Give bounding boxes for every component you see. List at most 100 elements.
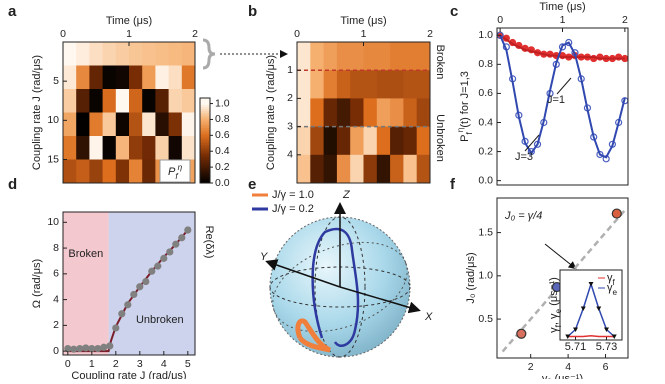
colorbar-tick-label: 0.0 — [215, 177, 230, 189]
colorbar-step — [200, 131, 210, 135]
data-point — [100, 343, 108, 351]
colorbar-step — [200, 152, 210, 156]
heat-cell — [102, 112, 117, 137]
side-label: Unbroken — [434, 114, 446, 162]
heat-cell — [323, 126, 338, 156]
colorbar-step — [200, 159, 210, 163]
label-part: f — [554, 324, 563, 327]
colorbar-step — [200, 112, 210, 116]
colorbar-step — [200, 163, 210, 167]
heat-cell — [181, 136, 196, 160]
panel-letter: d — [8, 176, 17, 193]
x-tick-label: 2 — [192, 28, 198, 40]
heat-cell — [390, 70, 404, 99]
y-tick-label: 1.0 — [478, 29, 493, 41]
heat-cell — [363, 42, 378, 71]
heat-cell — [350, 42, 364, 71]
data-point — [88, 344, 96, 353]
brace — [202, 38, 216, 70]
region-label: Broken — [68, 248, 103, 260]
heat-cell — [376, 126, 391, 156]
colorbar-step — [200, 167, 210, 171]
heat-cell — [63, 42, 77, 66]
heat-cell — [416, 98, 431, 128]
heat-cell — [115, 65, 130, 90]
heat-cell — [63, 136, 77, 160]
bloch-sphere — [265, 202, 421, 358]
right-axis-label: Re(δλ) — [203, 226, 215, 259]
inset-point — [588, 282, 594, 287]
colorbar-step — [200, 106, 210, 109]
colorbar-tick-label: 0.6 — [215, 129, 230, 141]
x-tick-label: 5.71 — [565, 341, 586, 353]
panel-letter: a — [8, 3, 17, 20]
heat-cell — [323, 98, 338, 128]
colorbar-step — [200, 127, 210, 131]
data-point — [516, 328, 527, 339]
heat-cell — [390, 126, 404, 156]
heat-cell — [129, 136, 143, 160]
heat-cell — [76, 112, 90, 137]
label-part: e — [554, 308, 563, 313]
y-tick-label: 0 — [53, 345, 59, 357]
plot-frame — [496, 197, 629, 359]
series-line — [499, 34, 626, 159]
heat-cell — [155, 65, 170, 90]
heat-cell — [115, 159, 130, 184]
x-tick-label: 2 — [528, 361, 534, 373]
data-point — [565, 38, 573, 47]
x-axis-label: Time (μs) — [106, 15, 152, 27]
heat-cell — [310, 98, 325, 128]
heat-cell — [129, 159, 143, 184]
data-point — [166, 248, 174, 256]
data-point — [136, 283, 144, 291]
data-point — [76, 344, 84, 353]
colorbar-step — [200, 144, 210, 148]
colorbar-step — [200, 142, 210, 146]
inset-point — [573, 327, 578, 332]
region — [108, 212, 195, 355]
trajectory — [295, 318, 332, 353]
label-part: η — [178, 163, 183, 172]
colorbar-frame — [199, 97, 211, 184]
heat-cell — [297, 70, 311, 99]
label-part: e — [613, 288, 618, 297]
colorbar-step — [200, 99, 210, 103]
colorbar-step — [200, 172, 210, 175]
y-tick-label: 2 — [53, 319, 59, 331]
colorbar-step — [200, 180, 210, 184]
heat-cell — [76, 65, 90, 90]
inset-point — [604, 327, 609, 332]
meridian — [272, 241, 408, 333]
x-tick-label: 1 — [361, 28, 367, 40]
heat-cell — [323, 70, 338, 99]
colorbar-step — [200, 110, 210, 114]
annotation-arrow — [544, 243, 577, 270]
colorbar-step — [200, 165, 210, 169]
y-tick-label: 0.8 — [478, 58, 493, 70]
colorbar-step — [200, 157, 210, 160]
heat-cell — [376, 70, 391, 99]
colorbar-step — [200, 148, 210, 152]
x-tick-label: 1 — [126, 28, 132, 40]
heat-cell — [403, 98, 418, 128]
side-label: Broken — [434, 45, 446, 80]
panel-letter: c — [450, 3, 458, 20]
heat-cell — [310, 154, 325, 184]
heat-cell — [390, 42, 404, 71]
heat-cell — [115, 89, 130, 113]
colorbar-tick-label: 0.8 — [215, 113, 230, 125]
colorbar-step — [200, 123, 210, 126]
y-axis-label: Ω (rad/μs) — [31, 259, 43, 308]
leader — [556, 77, 572, 95]
heat-cell — [102, 159, 117, 184]
y-tick-label: 1 — [287, 64, 293, 76]
label-part: f — [465, 132, 474, 135]
x-tick-label: 0 — [60, 28, 66, 40]
data-point — [118, 310, 126, 318]
colorbar-tick-label: 0.4 — [215, 145, 230, 157]
label-part: P — [168, 166, 176, 178]
annotation: J=3 — [515, 151, 533, 163]
inset-point — [580, 306, 586, 311]
heat-cell — [181, 65, 196, 90]
